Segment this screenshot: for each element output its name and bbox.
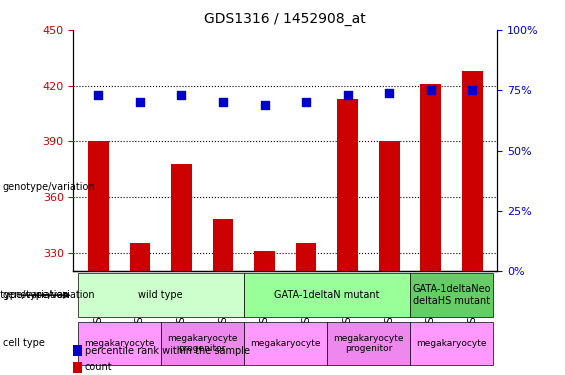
FancyBboxPatch shape (327, 322, 410, 365)
Title: GDS1316 / 1452908_at: GDS1316 / 1452908_at (205, 12, 366, 26)
Text: genotype/variation: genotype/variation (3, 183, 95, 192)
Text: megakaryocyte: megakaryocyte (416, 339, 487, 348)
FancyBboxPatch shape (160, 322, 244, 365)
Bar (462, 71, 483, 271)
FancyBboxPatch shape (410, 322, 493, 365)
Text: genotype/variation: genotype/variation (0, 290, 69, 300)
Bar (129, 243, 150, 271)
Bar (379, 141, 399, 271)
Point (468, 87, 477, 93)
Text: GATA-1deltaN mutant: GATA-1deltaN mutant (274, 290, 380, 300)
Point (94, 92, 103, 98)
Bar (337, 99, 358, 271)
FancyBboxPatch shape (244, 273, 410, 317)
Bar (88, 141, 108, 271)
Text: percentile rank within the sample: percentile rank within the sample (85, 346, 250, 355)
Text: megakaryocyte
progenitor: megakaryocyte progenitor (167, 334, 237, 353)
Text: count: count (85, 363, 112, 372)
Text: megakaryocyte: megakaryocyte (250, 339, 320, 348)
Point (385, 90, 394, 96)
FancyBboxPatch shape (77, 322, 160, 365)
Bar (212, 219, 233, 271)
FancyBboxPatch shape (410, 273, 493, 317)
Text: cell type: cell type (3, 338, 45, 348)
Bar (295, 243, 316, 271)
Point (343, 92, 352, 98)
Text: megakaryocyte: megakaryocyte (84, 339, 154, 348)
Bar (171, 164, 192, 271)
Point (177, 92, 186, 98)
Point (302, 99, 311, 105)
FancyBboxPatch shape (77, 273, 244, 317)
Point (136, 99, 145, 105)
Text: megakaryocyte
progenitor: megakaryocyte progenitor (333, 334, 403, 353)
Point (260, 102, 269, 108)
Bar (254, 251, 275, 271)
Text: GATA-1deltaNeo
deltaHS mutant: GATA-1deltaNeo deltaHS mutant (412, 284, 491, 306)
Text: wild type: wild type (138, 290, 183, 300)
Point (219, 99, 228, 105)
Text: genotype/variation: genotype/variation (3, 290, 95, 300)
Point (426, 87, 435, 93)
FancyBboxPatch shape (244, 322, 327, 365)
Bar (420, 84, 441, 271)
